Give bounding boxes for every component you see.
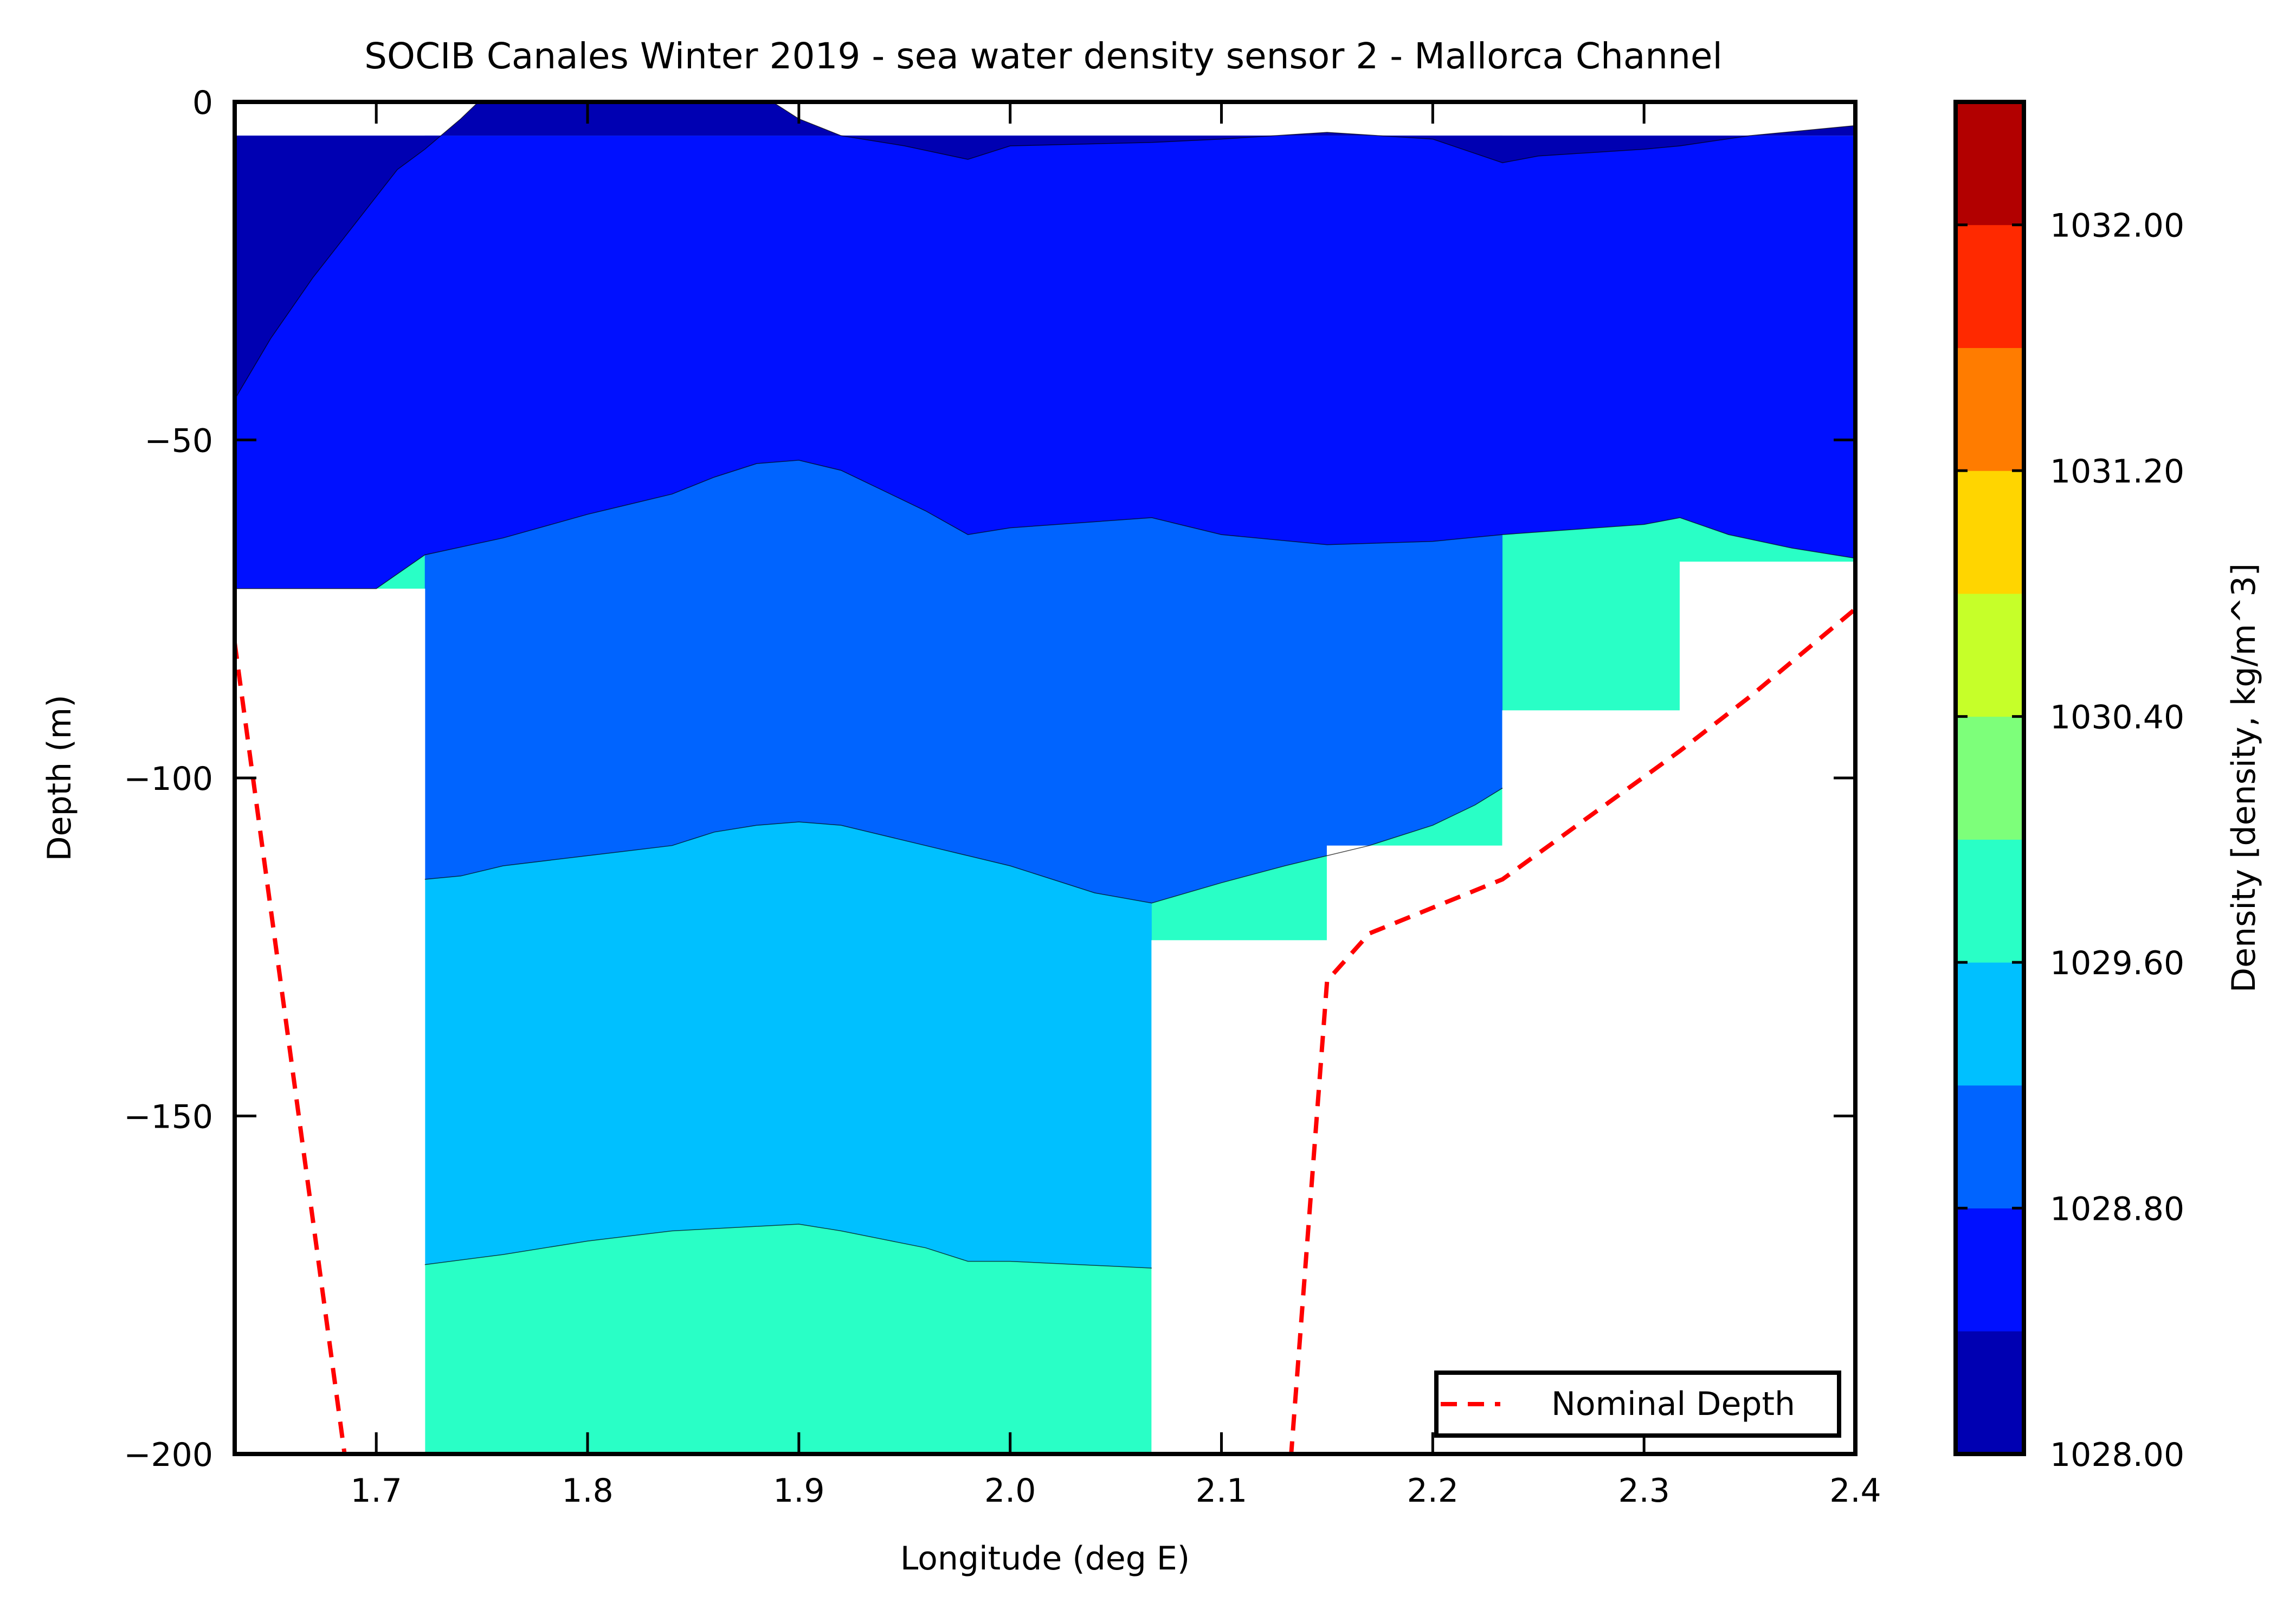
no-data-mask-6 (1679, 561, 1855, 1454)
legend-label-nominal-depth: Nominal Depth (1551, 1385, 1795, 1423)
no-data-mask-1 (235, 588, 425, 1454)
x-tick-label: 2.4 (1829, 1472, 1881, 1510)
colorbar-tick-label: 1031.20 (2050, 453, 2184, 491)
density-contour-fill (235, 102, 1855, 1454)
x-tick-label: 1.7 (350, 1472, 402, 1510)
colorbar-tick-label: 1028.80 (2050, 1191, 2184, 1228)
x-tick-label: 2.2 (1407, 1472, 1459, 1510)
colorbar-segment-1028.4 (1956, 1208, 2024, 1331)
colorbar-segment-1028.8 (1956, 1085, 2024, 1209)
isopycnal-1028.8 (235, 460, 1855, 589)
isopycnal-lines (235, 102, 1855, 1269)
colorbar-frame (1953, 100, 2026, 1456)
colorbar-tick-label: 1030.40 (2050, 699, 2184, 737)
colorbar-segment-1031.6 (1956, 224, 2024, 348)
x-tick-label: 1.8 (562, 1472, 613, 1510)
nominal-depth-series (235, 607, 1855, 1454)
no-data-mask-4 (1326, 845, 1503, 1454)
isopycnal-1029.6 (424, 1224, 1152, 1269)
isopycnal-1029.2 (424, 788, 1503, 904)
colorbar-segment-1029.2 (1956, 962, 2024, 1086)
colorbar-segment-1030.0 (1956, 716, 2024, 840)
nominal-depth-line (235, 607, 1855, 1454)
x-tick-label: 2.3 (1618, 1472, 1669, 1510)
colorbar (1956, 102, 2024, 1455)
colorbar-tick-label: 1032.00 (2050, 207, 2184, 245)
chart-title: SOCIB Canales Winter 2019 - sea water de… (364, 35, 1723, 77)
y-tick-label: 0 (192, 84, 213, 122)
colorbar-segment-1028.0 (1956, 1331, 2024, 1455)
y-tick-label: −50 (144, 422, 213, 460)
x-tick-label: 2.1 (1196, 1472, 1247, 1510)
colorbar-segment-1029.6 (1956, 839, 2024, 963)
y-tick-label: −150 (124, 1098, 213, 1136)
x-axis-label: Longitude (deg E) (900, 1540, 1190, 1578)
colorbar-segment-1031.2 (1956, 348, 2024, 471)
no-data-mask-5 (1502, 710, 1680, 1454)
y-axis-label: Depth (m) (41, 694, 79, 861)
contour-band-1028.4-1028.8 (235, 136, 1855, 589)
y-tick-label: −200 (124, 1436, 213, 1474)
colorbar-tick-label: 1029.60 (2050, 944, 2184, 982)
colorbar-segment-1032.0 (1956, 102, 2024, 226)
colorbar-tick-label: 1028.00 (2050, 1436, 2184, 1474)
colorbar-segment-1030.8 (1956, 471, 2024, 594)
isopycnal-1028.4 (235, 102, 1855, 400)
colorbar-segment-1030.4 (1956, 593, 2024, 717)
x-tick-label: 2.0 (984, 1472, 1036, 1510)
colorbar-label: Density [density, kg/m^3] (2225, 563, 2263, 993)
y-tick-label: −100 (124, 760, 213, 798)
colorbar-ticks: 1028.00 1028.80 1029.60 1030.40 1031.20 1032.… (1956, 207, 2184, 1474)
y-axis-ticks: 0 −50 −100 −150 −200 (124, 84, 1855, 1474)
x-axis-ticks: 1.7 1.8 1.9 2.0 2.1 2.2 2.3 2.4 (350, 102, 1881, 1510)
x-tick-label: 1.9 (773, 1472, 824, 1510)
no-data-mask-3 (1151, 940, 1327, 1454)
legend-box (1434, 1371, 1841, 1438)
legend: Nominal Depth (1434, 1371, 1841, 1438)
